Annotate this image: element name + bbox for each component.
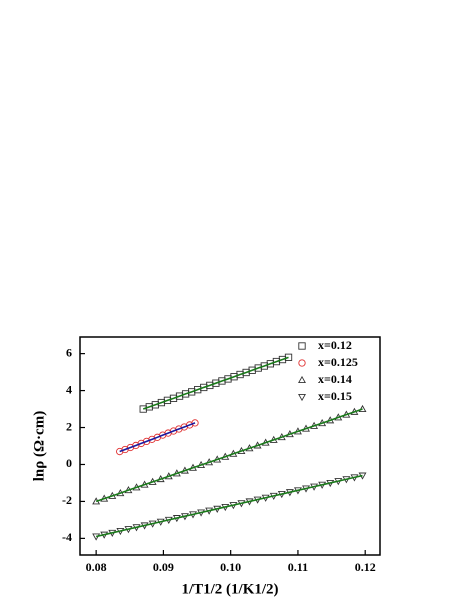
x-tick-label: 0.10: [220, 560, 241, 574]
y-tick-label: 2: [66, 419, 72, 433]
y-axis-label: lnρ (Ω·cm): [31, 411, 47, 481]
data-point: [298, 359, 306, 367]
legend-label: x=0.125: [318, 355, 358, 369]
data-point: [298, 342, 306, 350]
legend-label: x=0.14: [318, 372, 352, 386]
x-tick-label: 0.09: [153, 560, 174, 574]
data-point: [92, 533, 101, 541]
fit-line: [142, 356, 289, 410]
data-point: [284, 353, 293, 361]
data-point: [358, 404, 367, 413]
x-axis-label: 1/T1/2 (1/K1/2): [181, 581, 278, 597]
data-point: [298, 393, 306, 402]
plot-frame: [79, 336, 381, 556]
fit-line: [95, 408, 363, 503]
data-point: [191, 419, 199, 427]
x-tick-label: 0.08: [86, 560, 107, 574]
x-tick-label: 0.12: [355, 560, 376, 574]
fit-line: [95, 474, 363, 538]
data-point: [298, 375, 306, 384]
y-tick-label: -4: [62, 530, 72, 544]
y-tick-label: -2: [62, 493, 72, 507]
fit-line: [119, 422, 196, 453]
legend-label: x=0.12: [318, 338, 352, 352]
legend-label: x=0.15: [318, 389, 352, 403]
x-tick-label: 0.11: [288, 560, 308, 574]
y-tick-label: 4: [66, 382, 72, 396]
y-tick-label: 0: [66, 456, 72, 470]
y-tick-label: 6: [66, 345, 72, 359]
